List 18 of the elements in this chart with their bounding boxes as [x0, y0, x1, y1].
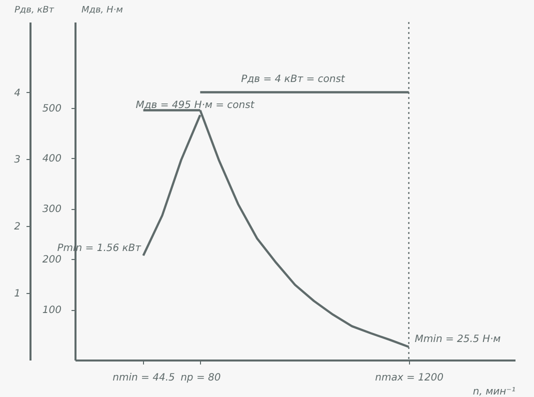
y-tick-label: 200 — [42, 254, 62, 266]
y-tick-label: 100 — [42, 305, 62, 316]
y2-tick-label: 3 — [14, 154, 20, 166]
x-tick-label: nmin = 44.5 — [112, 372, 175, 384]
x-tick-label: nmax = 1200 — [375, 372, 444, 384]
y2-tick-label: 2 — [14, 222, 20, 233]
y2-axis-title: Рдв, кВт — [14, 6, 55, 16]
x-axis-title: n, мин⁻¹ — [472, 386, 516, 397]
y2-tick-label: 1 — [14, 288, 20, 300]
y-tick-label: 300 — [42, 204, 62, 216]
y-axis-title: Мдв, Н·м — [82, 6, 124, 16]
y-tick-label: 500 — [42, 103, 62, 114]
y-tick-label: 400 — [42, 154, 62, 165]
y2-tick-label: 4 — [14, 88, 20, 99]
annotation: Мдв = 495 Н·м = const — [136, 100, 256, 111]
x-tick-label: np = 80 — [180, 372, 221, 384]
annotation: Мmin = 25.5 Н·м — [414, 334, 502, 345]
annotation: Рдв = 4 кВт = const — [241, 74, 346, 85]
